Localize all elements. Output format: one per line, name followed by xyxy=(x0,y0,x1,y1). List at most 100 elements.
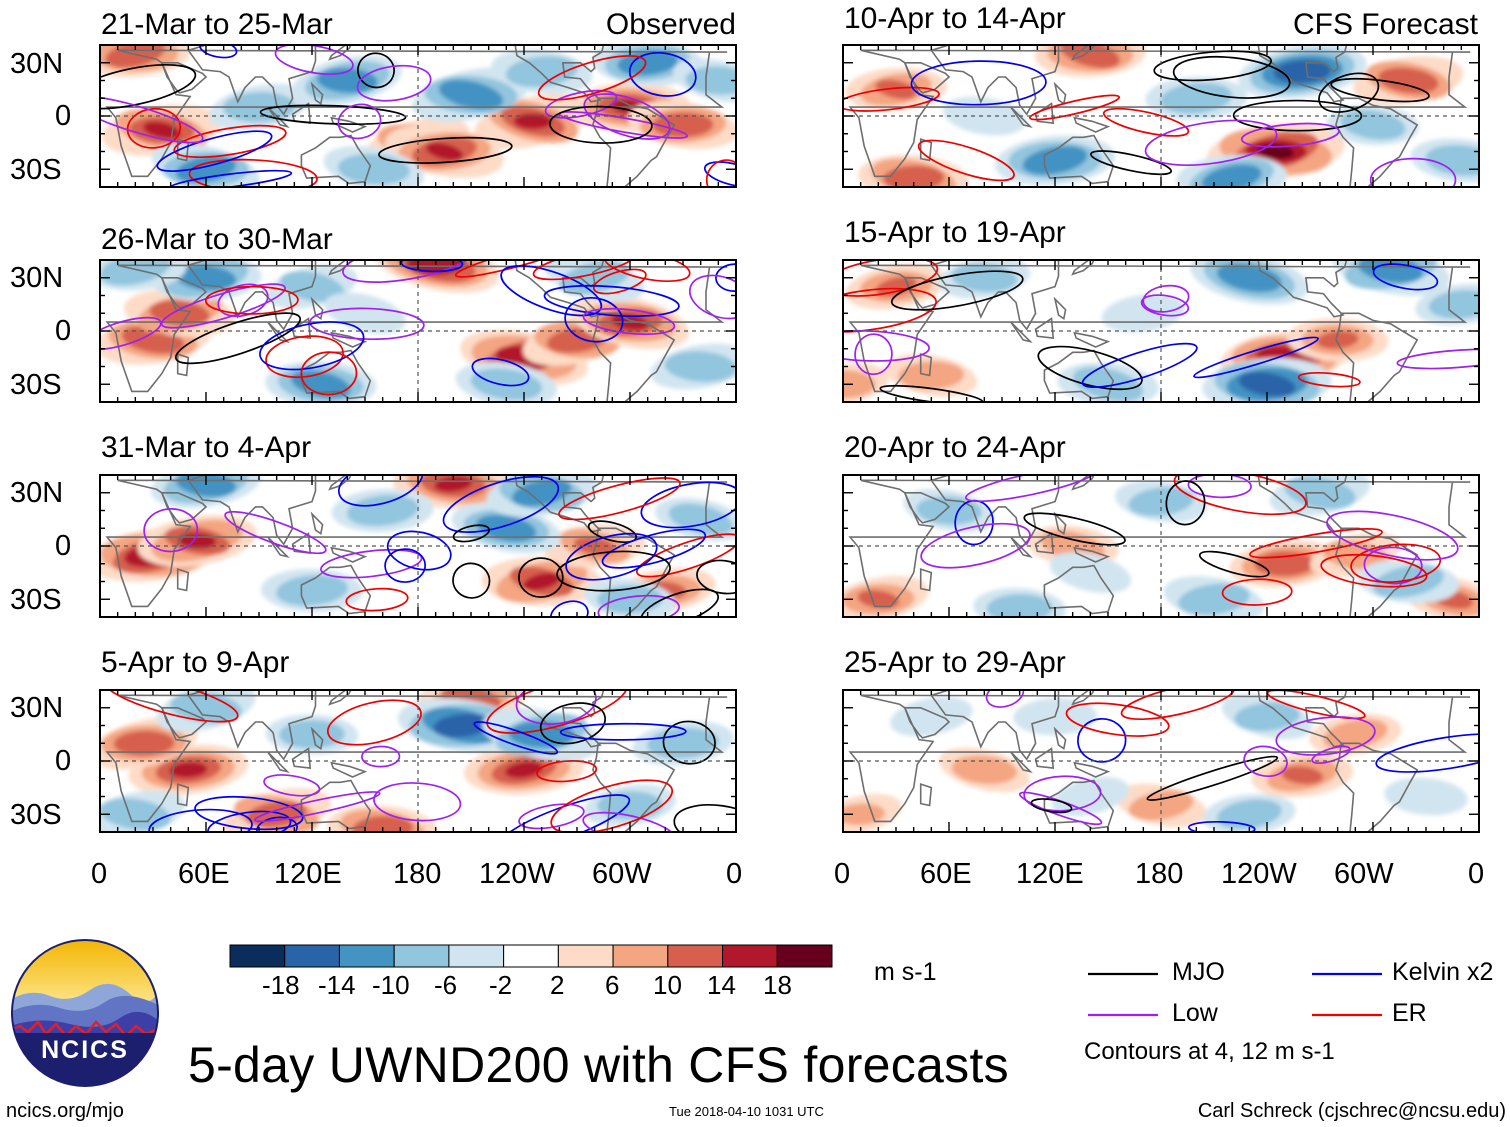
coastline xyxy=(1034,747,1055,770)
wind-anomaly-mark xyxy=(843,803,886,826)
map-panel xyxy=(842,689,1480,833)
wave-contour xyxy=(143,508,199,553)
wave-contour xyxy=(640,481,736,529)
colorbar-swatch xyxy=(448,944,505,968)
colorbar-tick-label: -6 xyxy=(434,970,458,1000)
coastline xyxy=(919,567,933,592)
wave-contour xyxy=(1326,510,1459,561)
wave-contour xyxy=(582,811,677,832)
coastline xyxy=(514,475,605,533)
wave-contour xyxy=(357,52,395,89)
wave-contour xyxy=(1165,480,1206,526)
wave-contour xyxy=(173,124,287,159)
wave-contour xyxy=(1030,798,1073,814)
lat-tick-label: 0 xyxy=(55,315,72,347)
map-panel xyxy=(99,44,737,188)
wave-contour xyxy=(640,588,719,617)
wave-contour xyxy=(843,287,937,333)
observed-label: Observed xyxy=(605,8,736,41)
map-panel xyxy=(842,474,1480,618)
wave-contour xyxy=(1120,690,1236,721)
colorbar-tick-label: 14 xyxy=(707,970,736,1000)
footer-timestamp: Tue 2018-04-10 1031 UTC xyxy=(669,1104,824,1119)
colorbar xyxy=(229,944,833,968)
wave-contour xyxy=(583,93,671,140)
wind-anomaly-mark xyxy=(161,305,198,321)
wave-contour xyxy=(1375,733,1479,773)
wave-contour xyxy=(497,794,631,832)
coastline xyxy=(160,491,208,524)
wind-anomaly-mark xyxy=(965,760,1004,779)
wind-anomaly-mark xyxy=(1193,589,1235,610)
wave-contour xyxy=(556,550,671,592)
wind-anomaly-mark xyxy=(573,268,616,288)
lat-tick-label: 30N xyxy=(10,477,64,509)
lon-tick-label: 60E xyxy=(920,858,972,890)
wind-anomaly-mark xyxy=(699,72,736,89)
wave-contour xyxy=(384,548,427,583)
legend-label-er: ER xyxy=(1392,999,1427,1027)
wave-contour xyxy=(274,45,354,76)
wind-anomaly-mark xyxy=(1353,116,1393,134)
lat-tick-label: 30S xyxy=(10,799,62,831)
coastline xyxy=(514,45,605,103)
map-panel xyxy=(842,44,1480,188)
coastline xyxy=(1073,331,1111,348)
coastline xyxy=(1257,475,1348,533)
wave-contour xyxy=(558,477,681,521)
wave-contour xyxy=(253,791,381,823)
wave-contour xyxy=(452,562,491,599)
wave-contour xyxy=(337,103,382,140)
wave-contour xyxy=(160,283,286,329)
colorbar-swatch xyxy=(612,944,669,968)
logo-text: NCICS xyxy=(41,1036,129,1064)
coastline xyxy=(1335,742,1419,832)
wave-contour xyxy=(673,804,736,832)
contour-note: Contours at 4, 12 m s-1 xyxy=(1084,1038,1335,1065)
wave-contour xyxy=(442,475,560,533)
wind-anomaly-mark xyxy=(434,475,473,492)
wave-contour xyxy=(1249,527,1383,559)
wind-anomaly-mark xyxy=(520,62,563,82)
wind-anomaly-mark xyxy=(523,572,561,591)
wave-contour xyxy=(1187,475,1252,499)
wave-contour xyxy=(1037,345,1143,391)
panel-title: 5-Apr to 9-Apr xyxy=(101,646,290,679)
lon-tick-label: 60W xyxy=(1334,858,1394,890)
wave-contour xyxy=(705,159,736,187)
lat-tick-label: 30S xyxy=(10,369,62,401)
colorbar-swatch xyxy=(557,944,614,968)
wind-anomaly-mark xyxy=(1230,805,1269,823)
coastline xyxy=(848,49,1471,178)
coastline xyxy=(330,546,368,563)
wind-anomaly-mark xyxy=(875,79,917,100)
wind-anomaly-mark xyxy=(425,142,464,161)
colorbar-tick-label: 18 xyxy=(763,970,792,1000)
wind-anomaly-mark xyxy=(303,375,339,393)
wave-contour xyxy=(1396,348,1479,370)
wave-contour xyxy=(156,130,273,172)
lon-tick-label: 180 xyxy=(1135,858,1184,890)
wave-contour xyxy=(386,530,452,571)
wave-contour xyxy=(486,690,628,734)
coastline xyxy=(330,331,368,348)
wave-contour xyxy=(543,284,680,318)
coastline xyxy=(1043,349,1115,400)
wave-contour xyxy=(1153,50,1273,82)
coastline xyxy=(1335,312,1419,402)
panel-title: 26-Mar to 30-Mar xyxy=(101,223,333,256)
wind-anomaly-mark xyxy=(611,796,649,815)
wind-anomaly-mark xyxy=(1281,766,1324,785)
coastline xyxy=(592,742,676,832)
wave-contour xyxy=(100,63,197,110)
wave-contour xyxy=(662,720,716,765)
coastline xyxy=(1073,761,1111,778)
wave-contour xyxy=(910,60,1047,106)
wind-anomaly-mark xyxy=(488,520,524,536)
wave-contour xyxy=(1142,284,1190,313)
wave-contour xyxy=(100,95,204,144)
wave-contour xyxy=(1198,550,1270,578)
wave-contour xyxy=(204,285,299,315)
footer-url[interactable]: ncics.org/mjo xyxy=(6,1100,124,1122)
wave-contour xyxy=(1173,475,1307,516)
